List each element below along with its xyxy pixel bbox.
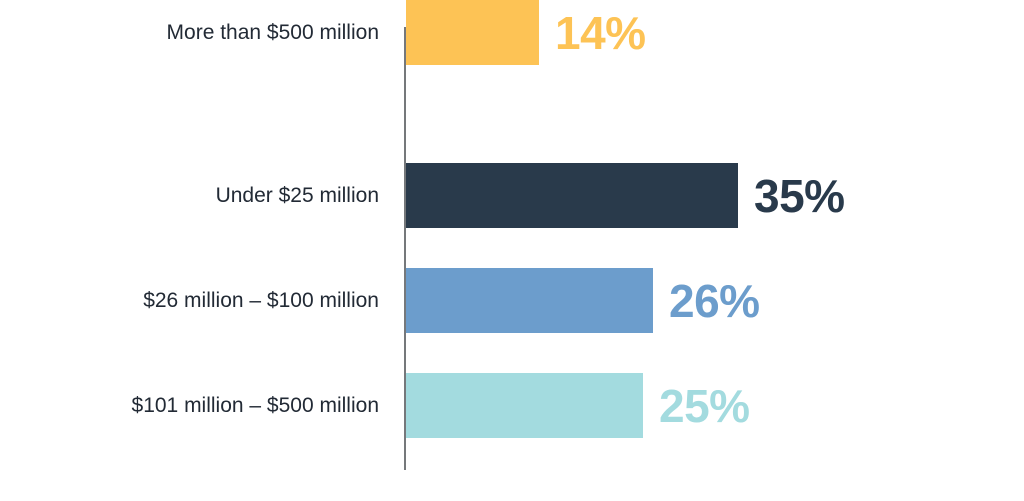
value-label: 14%	[555, 6, 646, 59]
chart-row: $101 million – $500 million 25%	[0, 373, 1024, 438]
category-label: More than $500 million	[166, 20, 379, 44]
value-label: 25%	[659, 379, 750, 432]
value-label: 26%	[669, 274, 760, 327]
bar	[406, 373, 643, 438]
category-label: $101 million – $500 million	[131, 393, 379, 417]
y-axis-line	[404, 27, 406, 470]
bar	[406, 0, 539, 65]
chart-row: More than $500 million 14%	[0, 0, 1024, 65]
bar	[406, 163, 738, 228]
chart-row: Under $25 million 35%	[0, 163, 1024, 228]
chart-row: $26 million – $100 million 26%	[0, 268, 1024, 333]
category-label: Under $25 million	[215, 183, 379, 207]
bar	[406, 268, 653, 333]
value-label: 35%	[754, 169, 845, 222]
category-label: $26 million – $100 million	[143, 288, 379, 312]
